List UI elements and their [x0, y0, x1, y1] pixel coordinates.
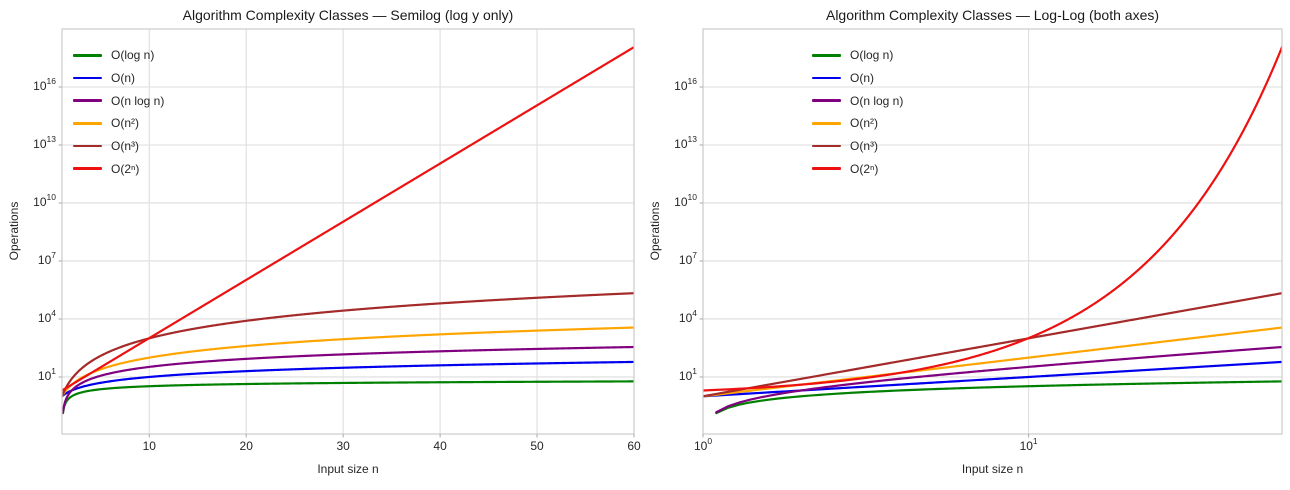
x-tick-label: 20	[239, 439, 253, 453]
x-tick-label: 10	[142, 439, 156, 453]
legend-item: O(n³)	[812, 135, 903, 158]
legend-label: O(n log n)	[111, 93, 165, 108]
series-line-0	[715, 380, 1282, 415]
legend-item: O(2ⁿ)	[73, 157, 164, 180]
y-axis-label-loglog: Operations	[648, 201, 662, 261]
series-line-5	[62, 46, 634, 392]
series-line-1	[703, 360, 1282, 398]
legend-line-swatch	[73, 167, 102, 171]
legend-label: O(n²)	[111, 116, 139, 131]
y-tick-label: 1010	[33, 192, 56, 210]
x-axis-label-semilog: Input size n	[317, 462, 379, 476]
y-tick-label: 104	[678, 308, 697, 326]
x-axis-label-loglog: Input size n	[961, 462, 1024, 476]
legend-item: O(log n)	[812, 44, 903, 67]
y-tick-label: 1010	[674, 192, 697, 210]
series-line-3	[62, 326, 634, 398]
legend-line-swatch	[812, 99, 841, 103]
legend-line-swatch	[812, 122, 841, 125]
legend-item: O(n³)	[73, 135, 164, 158]
legend-line-swatch	[73, 99, 102, 103]
legend-item: O(n)	[812, 67, 903, 90]
legend-item: O(n log n)	[73, 89, 164, 112]
legend-label: O(n log n)	[850, 93, 904, 108]
legend-item: O(n²)	[812, 112, 903, 135]
axes-spines	[702, 28, 1283, 435]
legend-item: O(n log n)	[812, 89, 903, 112]
x-tick-label: 30	[336, 439, 350, 453]
y-tick-label: 1013	[674, 134, 697, 152]
series-line-4	[62, 292, 634, 398]
legend-line-swatch	[73, 54, 102, 57]
legend: O(log n) O(n) O(n log n) O(n²) O(n³) O(2ⁿ)	[812, 44, 903, 180]
legend-line-swatch	[812, 54, 841, 57]
y-tick-label: 101	[678, 366, 697, 384]
legend-line-swatch	[73, 122, 102, 125]
x-tick-label: 60	[627, 439, 641, 453]
series-line-1	[62, 360, 634, 398]
y-tick-label: 1016	[674, 76, 697, 94]
y-tick-label: 101	[37, 366, 56, 384]
legend-line-swatch	[812, 144, 841, 148]
legend-label: O(2ⁿ)	[111, 161, 140, 176]
legend-item: O(2ⁿ)	[812, 157, 903, 180]
legend: O(log n) O(n) O(n log n) O(n²) O(n³) O(2ⁿ)	[73, 44, 164, 180]
legend-label: O(n)	[111, 71, 135, 86]
series-line-4	[703, 292, 1282, 398]
x-tick-label: 101	[1019, 436, 1038, 453]
y-tick-label: 104	[37, 308, 56, 326]
chart-title-loglog: Algorithm Complexity Classes — Log-Log (…	[825, 7, 1160, 23]
legend-label: O(2ⁿ)	[850, 161, 879, 176]
y-axis-label-semilog: Operations	[7, 201, 21, 261]
legend-label: O(n)	[850, 71, 874, 86]
legend-item: O(n²)	[73, 112, 164, 135]
x-tick-label: 40	[433, 439, 447, 453]
x-tick-label: 100	[693, 436, 713, 453]
legend-line-swatch	[73, 76, 102, 80]
legend-label: O(n³)	[850, 139, 878, 154]
legend-label: O(n³)	[111, 139, 139, 154]
legend-line-swatch	[73, 144, 102, 148]
axes-spines	[61, 28, 635, 435]
series-line-2	[715, 345, 1282, 414]
series-line-5	[703, 46, 1282, 392]
legend-line-swatch	[812, 167, 841, 171]
legend-item: O(n)	[73, 67, 164, 90]
y-tick-label: 107	[678, 250, 697, 268]
series-line-0	[62, 380, 634, 415]
y-tick-label: 1013	[33, 134, 56, 152]
x-tick-label: 50	[530, 439, 544, 453]
legend-item: O(log n)	[73, 44, 164, 67]
chart-title-semilog: Algorithm Complexity Classes — Semilog (…	[182, 7, 514, 23]
legend-line-swatch	[812, 76, 841, 80]
legend-label: O(log n)	[850, 48, 894, 63]
legend-label: O(n²)	[850, 116, 878, 131]
series-line-3	[703, 326, 1282, 398]
y-tick-label: 107	[37, 250, 56, 268]
y-tick-label: 1016	[33, 76, 56, 94]
legend-label: O(log n)	[111, 48, 155, 63]
series-line-2	[62, 345, 634, 414]
